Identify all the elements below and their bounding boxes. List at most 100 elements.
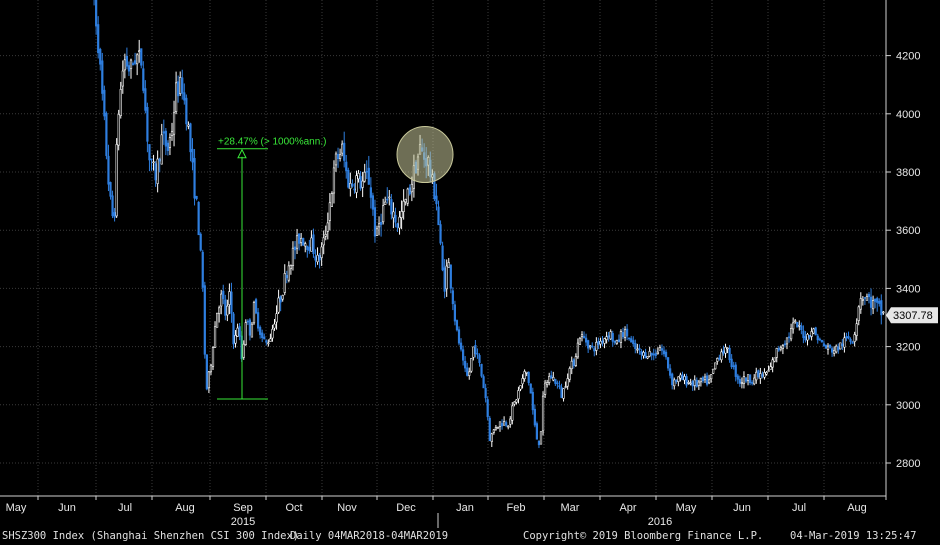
candle-body [125, 55, 128, 67]
candle-body [710, 374, 713, 380]
candle-body [113, 212, 116, 218]
price-chart: +28.47% (> 1000%ann.) 2800 3000 3200 3400 36… [0, 0, 938, 528]
candle-body [379, 222, 383, 225]
candle-body [291, 247, 295, 266]
candle-body [353, 188, 356, 191]
x-tick-label: Sep [233, 502, 253, 514]
candle-body [794, 320, 797, 323]
candle-body [220, 293, 223, 307]
candle-body [443, 267, 446, 292]
candle-body [611, 333, 614, 342]
candle-body [365, 170, 368, 173]
candle-body [146, 106, 149, 142]
candle-body [166, 142, 170, 151]
candle-body [679, 374, 682, 379]
candle-body [613, 340, 616, 343]
candle-body [574, 356, 577, 366]
candle-body [830, 348, 834, 353]
candle-body [341, 143, 344, 154]
candle-body [242, 343, 245, 358]
x-tick-label: Jul [792, 502, 806, 514]
candle-body [435, 195, 438, 205]
candle-body [878, 300, 881, 304]
candle-body [810, 331, 813, 337]
candle-body [804, 336, 807, 341]
candle-body [324, 234, 327, 237]
candle-body [117, 114, 120, 146]
candle-body [187, 124, 190, 127]
candle-body [564, 386, 567, 388]
candle-body [115, 144, 118, 217]
candle-body [144, 88, 147, 111]
candle-body [841, 343, 844, 347]
candle-body [283, 273, 286, 293]
candle-body [593, 348, 596, 352]
candle-body [375, 228, 379, 236]
candle-body [625, 328, 629, 337]
candle-body [289, 265, 293, 270]
candle-body [461, 349, 465, 361]
candle-body [740, 382, 743, 384]
candle-body [209, 364, 213, 373]
candle-body [812, 328, 815, 334]
candle-body [525, 371, 528, 374]
candle-body [867, 294, 871, 298]
candle-body [97, 24, 100, 54]
ticker-label: SHSZ300 Index (Shanghai Shenzhen CSI 300… [2, 530, 300, 542]
candle-body [371, 195, 375, 210]
candle-body [394, 214, 397, 223]
candle-body [828, 344, 832, 348]
candle-body [320, 246, 323, 258]
candle-body [695, 379, 698, 387]
candle-body [183, 92, 186, 101]
candle-body [535, 423, 538, 440]
candle-body [720, 351, 723, 361]
candle-body [256, 312, 260, 329]
candle-body [388, 196, 391, 199]
candle-body [316, 254, 319, 263]
candle-body [560, 387, 563, 398]
candle-body [211, 347, 215, 367]
last-value-text: 3307.78 [893, 310, 933, 322]
candle-body [876, 298, 879, 303]
highlight-circle [396, 126, 454, 184]
candle-body [615, 339, 618, 344]
candle-body [172, 112, 176, 135]
candle-body [119, 89, 122, 116]
candle-body [345, 161, 348, 172]
candle-body [595, 342, 598, 351]
x-axis: May Jun Jul Aug Sep Oct Nov Dec Jan Feb Mar Apr May J… [0, 495, 887, 528]
candle-body [357, 173, 360, 180]
candle-body [164, 130, 167, 147]
candle-body [453, 304, 457, 322]
candle-body [515, 399, 518, 403]
candle-body [742, 376, 746, 384]
candle-body [382, 205, 385, 223]
candle-body [437, 206, 440, 226]
candle-body [107, 155, 110, 185]
candle-body [111, 195, 114, 217]
candle-body [195, 195, 198, 200]
candle-body [753, 377, 756, 385]
candle-body [603, 338, 606, 344]
y-tick-label: 2800 [896, 458, 920, 470]
candle-body [671, 373, 674, 386]
candle-body [513, 401, 516, 405]
candle-body [351, 183, 354, 187]
candle-body [882, 311, 885, 314]
x-tick-label: Jun [733, 502, 751, 514]
candle-body [484, 387, 487, 399]
candle-body [681, 374, 684, 381]
candle-body [558, 385, 561, 388]
candle-body [140, 48, 143, 66]
candle-body [697, 381, 700, 386]
candle-body [845, 336, 848, 338]
candle-body [648, 351, 651, 357]
candle-body [384, 201, 387, 205]
candle-body [699, 377, 702, 383]
candle-body [865, 295, 869, 301]
candle-body [392, 211, 395, 219]
candle-body [550, 375, 553, 379]
candle-body [734, 364, 737, 377]
candle-body [658, 347, 661, 351]
